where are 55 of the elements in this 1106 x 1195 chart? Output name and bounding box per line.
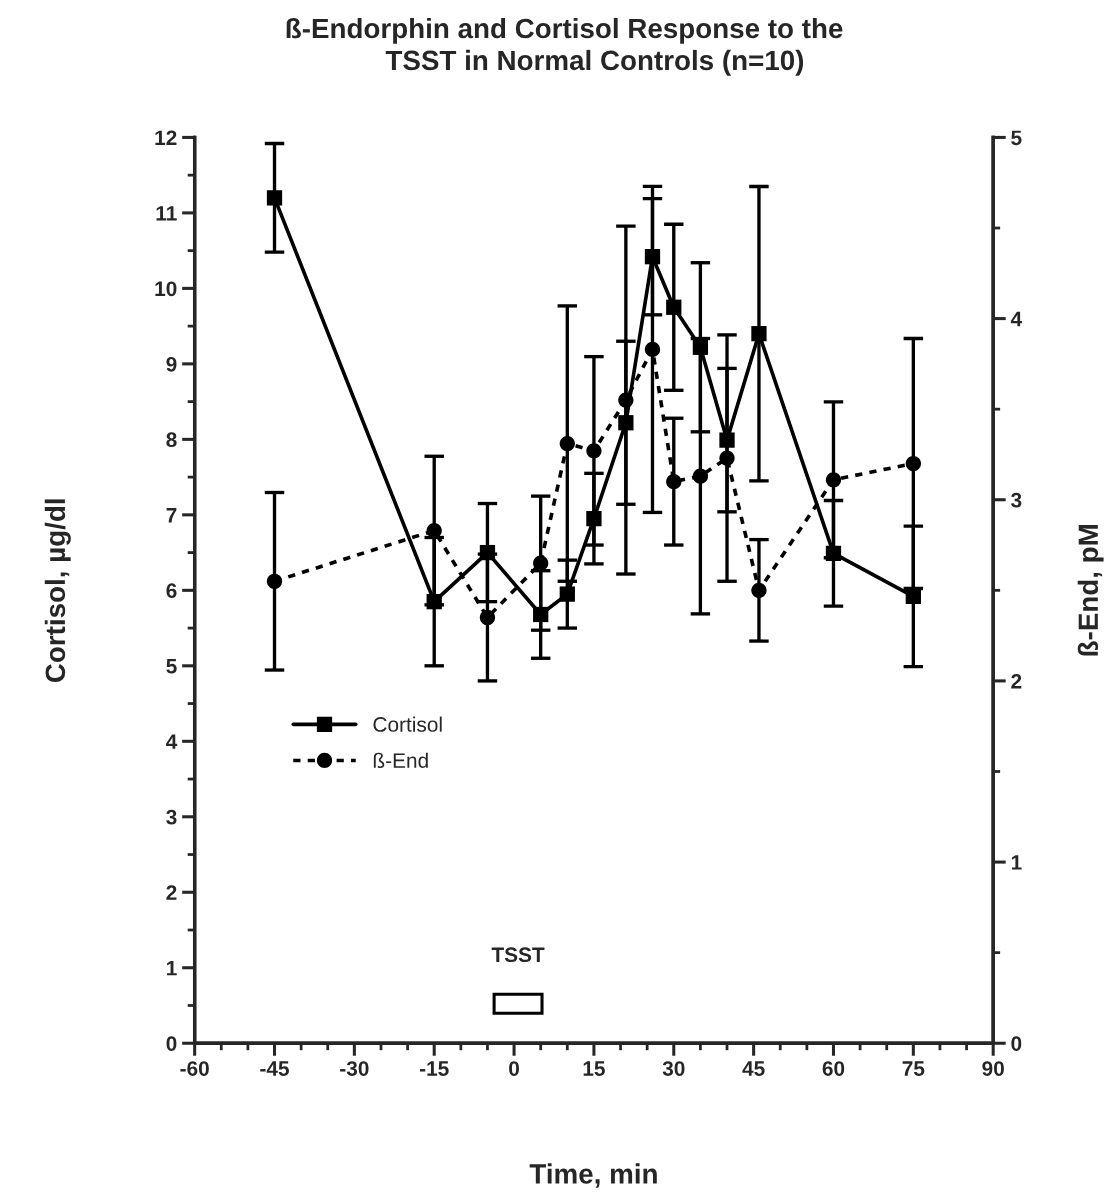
point <box>719 450 735 466</box>
x-axis-title: Time, min <box>529 1163 657 1188</box>
x-tick-label: 15 <box>583 1061 605 1076</box>
point <box>479 609 496 626</box>
point <box>644 341 661 358</box>
x-tick-label: -60 <box>180 1061 209 1076</box>
point <box>618 392 634 408</box>
y2-tick-label: 0 <box>1011 1036 1022 1051</box>
y-tick-label: 0 <box>166 1036 177 1051</box>
x-tick-label: 90 <box>982 1061 1004 1076</box>
x-tick-label: -45 <box>260 1061 289 1076</box>
x-tick-label: -30 <box>340 1061 369 1076</box>
y2-tick-label: 4 <box>1010 311 1023 327</box>
y2-tick-label: 2 <box>1011 673 1022 689</box>
y-tick-label: 4 <box>166 734 178 749</box>
annotation: TSST <box>491 947 545 963</box>
point <box>559 586 575 602</box>
point <box>692 468 709 484</box>
point <box>666 473 682 490</box>
y-tick-label: 9 <box>166 356 177 372</box>
y2-axis-title: ß-End, pM <box>1077 525 1104 656</box>
point <box>905 455 921 472</box>
point <box>825 472 842 488</box>
y-tick-label: 11 <box>156 206 177 221</box>
legend-label: Cortisol <box>373 716 442 732</box>
x-tick-label: 0 <box>509 1061 520 1076</box>
point <box>751 326 767 342</box>
y-tick-label: 3 <box>166 809 177 825</box>
point <box>666 299 682 315</box>
point <box>533 555 549 571</box>
point <box>559 435 575 452</box>
y-tick-label: 6 <box>166 583 177 599</box>
chart-title: ß-Endorphin and Cortisol Response to the TSST in Normal Controls (n=10) <box>286 17 843 76</box>
legend-label: ß-End <box>373 752 428 768</box>
y-tick-label: 5 <box>166 659 177 674</box>
x-tick-label: -15 <box>419 1061 449 1076</box>
point <box>266 573 283 589</box>
y2-tick-label: 5 <box>1011 130 1022 146</box>
y-tick-label: 7 <box>166 508 177 523</box>
y2-tick-label: 1 <box>1011 855 1022 870</box>
point <box>751 582 767 598</box>
y-tick-label: 1 <box>167 960 177 976</box>
x-tick-label: 45 <box>742 1061 765 1076</box>
y-axis-title: Cortisol, µg/dl <box>44 499 71 683</box>
x-tick-label: 30 <box>662 1061 685 1076</box>
y-tick-label: 2 <box>166 885 177 900</box>
y-tick-label: 12 <box>155 130 177 145</box>
point <box>266 190 283 206</box>
x-tick-label: 75 <box>902 1061 925 1076</box>
y-tick-label: 8 <box>166 432 177 448</box>
point <box>586 443 602 459</box>
x-tick-label: 60 <box>822 1061 845 1076</box>
point <box>905 588 921 605</box>
y-tick-label: 10 <box>155 281 177 297</box>
y2-tick-label: 3 <box>1011 492 1022 508</box>
